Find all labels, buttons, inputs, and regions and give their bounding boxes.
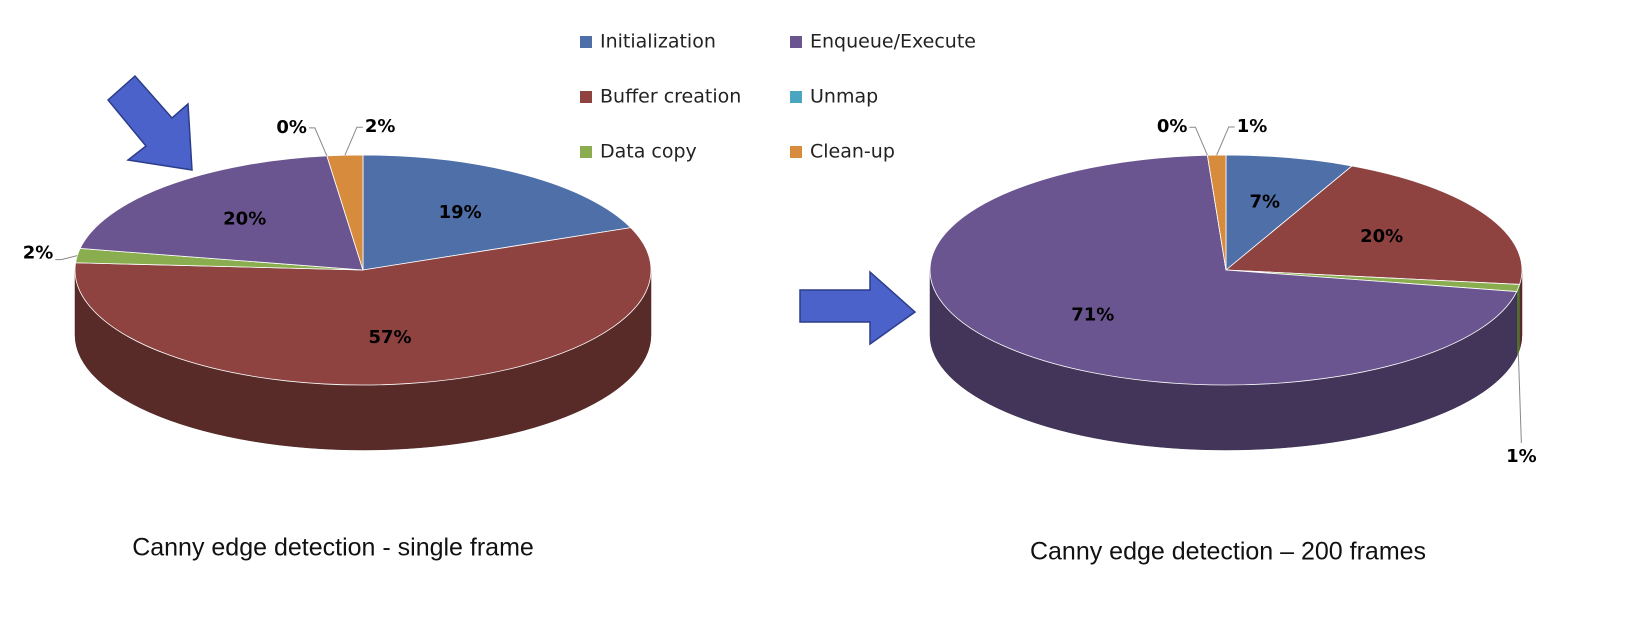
- slice: [79, 155, 364, 271]
- slice: [929, 154, 1518, 386]
- legend-label: Clean-up: [810, 141, 895, 163]
- slice: [1224, 165, 1523, 285]
- legend-label: Unmap: [810, 86, 878, 108]
- leader-line: [55, 255, 78, 261]
- data-label: 20%: [223, 209, 266, 230]
- slice: [362, 154, 632, 271]
- legend-swatch: [790, 146, 802, 158]
- arrow: [106, 74, 193, 171]
- legend-label: Initialization: [600, 31, 716, 53]
- legend-label: Enqueue/Execute: [810, 31, 976, 53]
- legend-swatch: [580, 91, 592, 103]
- legend-swatch: [580, 146, 592, 158]
- leader-line: [1189, 126, 1208, 156]
- leader-line: [308, 127, 328, 157]
- leader-line: [344, 126, 363, 156]
- legend-swatch: [790, 36, 802, 48]
- chart-title: Canny edge detection - single frame: [132, 534, 534, 562]
- data-label: 0%: [1157, 116, 1188, 137]
- data-label: 0%: [276, 117, 307, 138]
- slice: [326, 154, 364, 271]
- slice: [1225, 154, 1353, 271]
- data-label: 71%: [1071, 305, 1114, 326]
- data-label: 19%: [439, 202, 482, 223]
- slice: [1206, 154, 1227, 271]
- legend-label: Buffer creation: [600, 86, 741, 108]
- slice: [74, 227, 652, 386]
- data-label: 1%: [1506, 446, 1537, 467]
- data-label: 2%: [23, 243, 54, 264]
- data-label: 57%: [368, 327, 411, 348]
- arrow: [799, 270, 917, 346]
- legend-swatch: [790, 91, 802, 103]
- slice-side: [1516, 284, 1520, 357]
- legend-label: Data copy: [600, 141, 697, 163]
- leader-line: [1216, 126, 1235, 156]
- chart-title: Canny edge detection – 200 frames: [1030, 538, 1426, 566]
- data-label: 2%: [365, 116, 396, 137]
- leader-line: [1517, 352, 1522, 444]
- data-label: 7%: [1249, 192, 1280, 213]
- data-label: 20%: [1360, 226, 1403, 247]
- legend-swatch: [580, 36, 592, 48]
- data-label: 1%: [1237, 116, 1268, 137]
